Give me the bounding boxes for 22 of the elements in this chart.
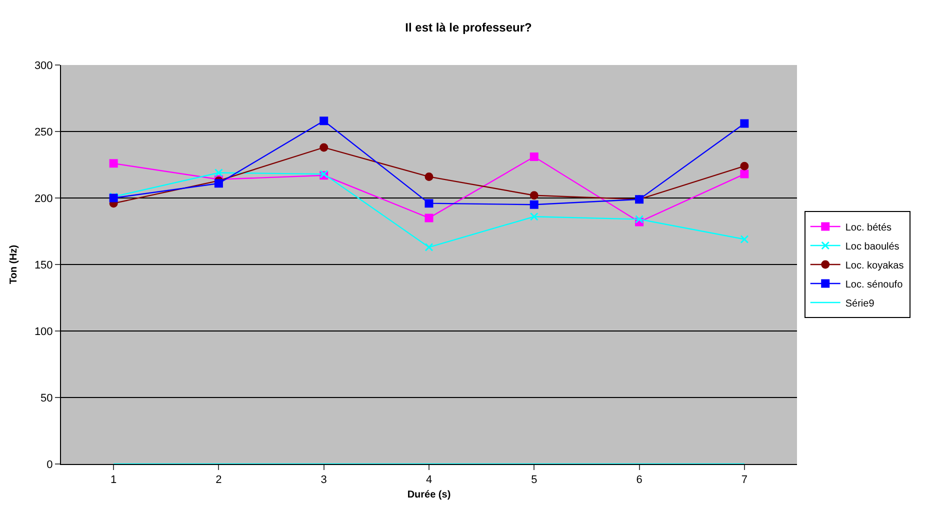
x-tick-label: 7 — [741, 474, 748, 486]
x-tick-label: 1 — [110, 474, 117, 486]
y-tick-label: 150 — [34, 259, 53, 272]
y-tick-label: 200 — [34, 192, 53, 205]
x-tick-label: 5 — [531, 474, 538, 486]
legend-label: Loc. bétés — [845, 222, 892, 234]
x-tick-label: 2 — [216, 474, 222, 486]
chart-title: Il est là le professeur? — [405, 20, 532, 34]
x-tick-label: 4 — [426, 474, 432, 486]
y-axis-title: Ton (Hz) — [8, 244, 20, 284]
y-tick-label: 250 — [34, 126, 53, 138]
legend-label: Loc baoulés — [845, 241, 900, 252]
x-tick-label: 3 — [320, 474, 327, 486]
y-tick-label: 0 — [46, 458, 53, 471]
y-tick-label: 300 — [34, 60, 53, 72]
x-tick-label: 6 — [636, 474, 642, 486]
legend-label: Série9 — [845, 298, 875, 310]
x-axis-title: Durée (s) — [407, 490, 451, 501]
legend-label: Loc. koyakas — [845, 260, 904, 272]
y-tick-label: 100 — [34, 326, 53, 338]
y-tick-label: 50 — [40, 392, 53, 404]
legend-label: Loc. sénoufo — [845, 279, 904, 290]
